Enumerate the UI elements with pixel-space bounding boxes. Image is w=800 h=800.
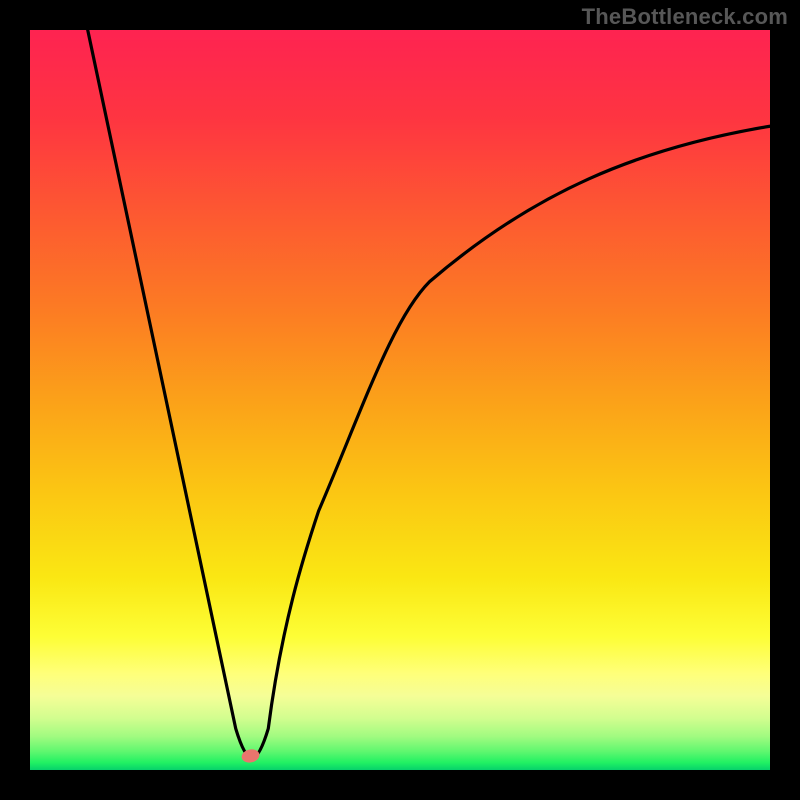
chart-svg [30,30,770,770]
chart-container: TheBottleneck.com [0,0,800,800]
watermark-text: TheBottleneck.com [582,4,788,30]
gradient-background [30,30,770,770]
plot-area [30,30,770,770]
